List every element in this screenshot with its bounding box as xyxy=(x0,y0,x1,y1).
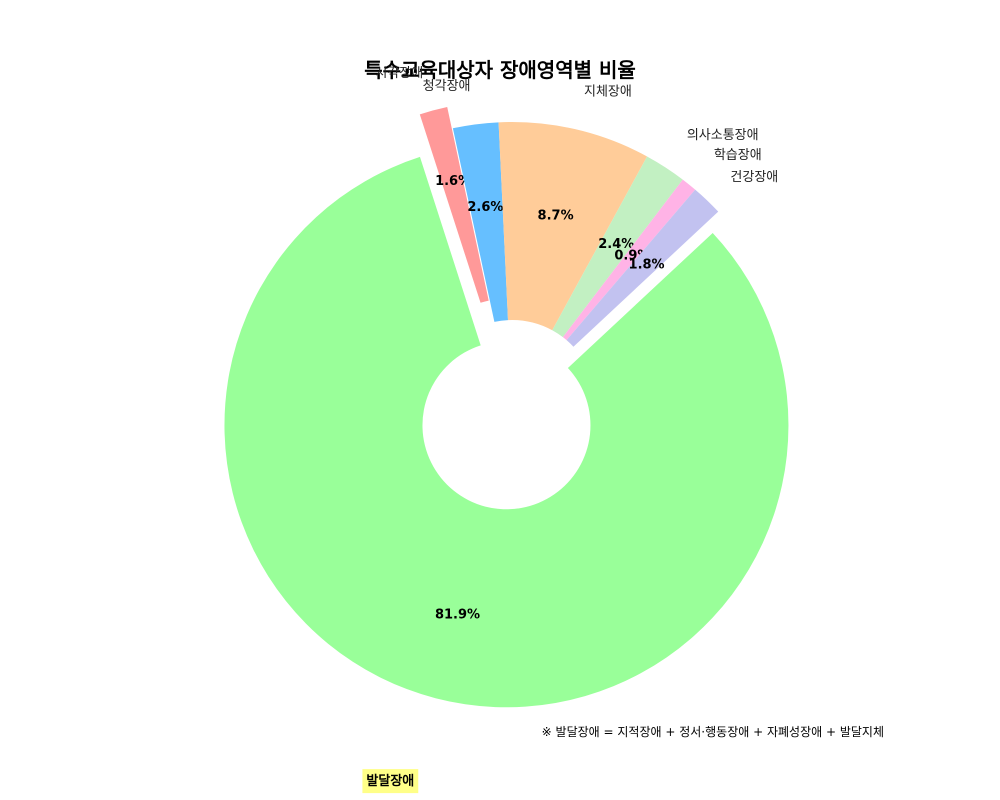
slice-5 xyxy=(552,156,683,338)
category-label: 지체장애 xyxy=(584,85,632,100)
chart-title: 특수교육대상자 장애영역별 비율 xyxy=(364,58,636,82)
slice-3 xyxy=(452,122,508,322)
category-label: 학습장애 xyxy=(714,148,762,163)
percent-label: 1.6% xyxy=(435,174,471,189)
highlight-label: 발달장애 xyxy=(362,769,419,794)
percent-label: 8.7% xyxy=(538,208,574,223)
percent-label: 2.6% xyxy=(467,200,503,215)
label-highlight-box xyxy=(362,769,419,794)
slice-2 xyxy=(419,107,489,303)
slice-7 xyxy=(566,189,719,347)
chart-footnote: ※ 발달장애 = 지적장애 + 정서·행동장애 + 자폐성장애 + 발달지체 xyxy=(541,725,884,739)
percent-label: 81.9% xyxy=(435,608,480,623)
slice-1 xyxy=(224,156,789,708)
category-label: 시각장애 xyxy=(375,66,423,81)
percent-label: 2.4% xyxy=(598,237,634,252)
category-label: 의사소통장애 xyxy=(687,128,759,143)
category-label: 건강장애 xyxy=(730,170,778,185)
category-label: 청각장애 xyxy=(423,79,471,94)
category-label: 발달장애 xyxy=(366,773,414,789)
percent-label: 1.8% xyxy=(629,257,665,272)
slice-4 xyxy=(498,121,648,331)
slice-6 xyxy=(562,179,696,341)
